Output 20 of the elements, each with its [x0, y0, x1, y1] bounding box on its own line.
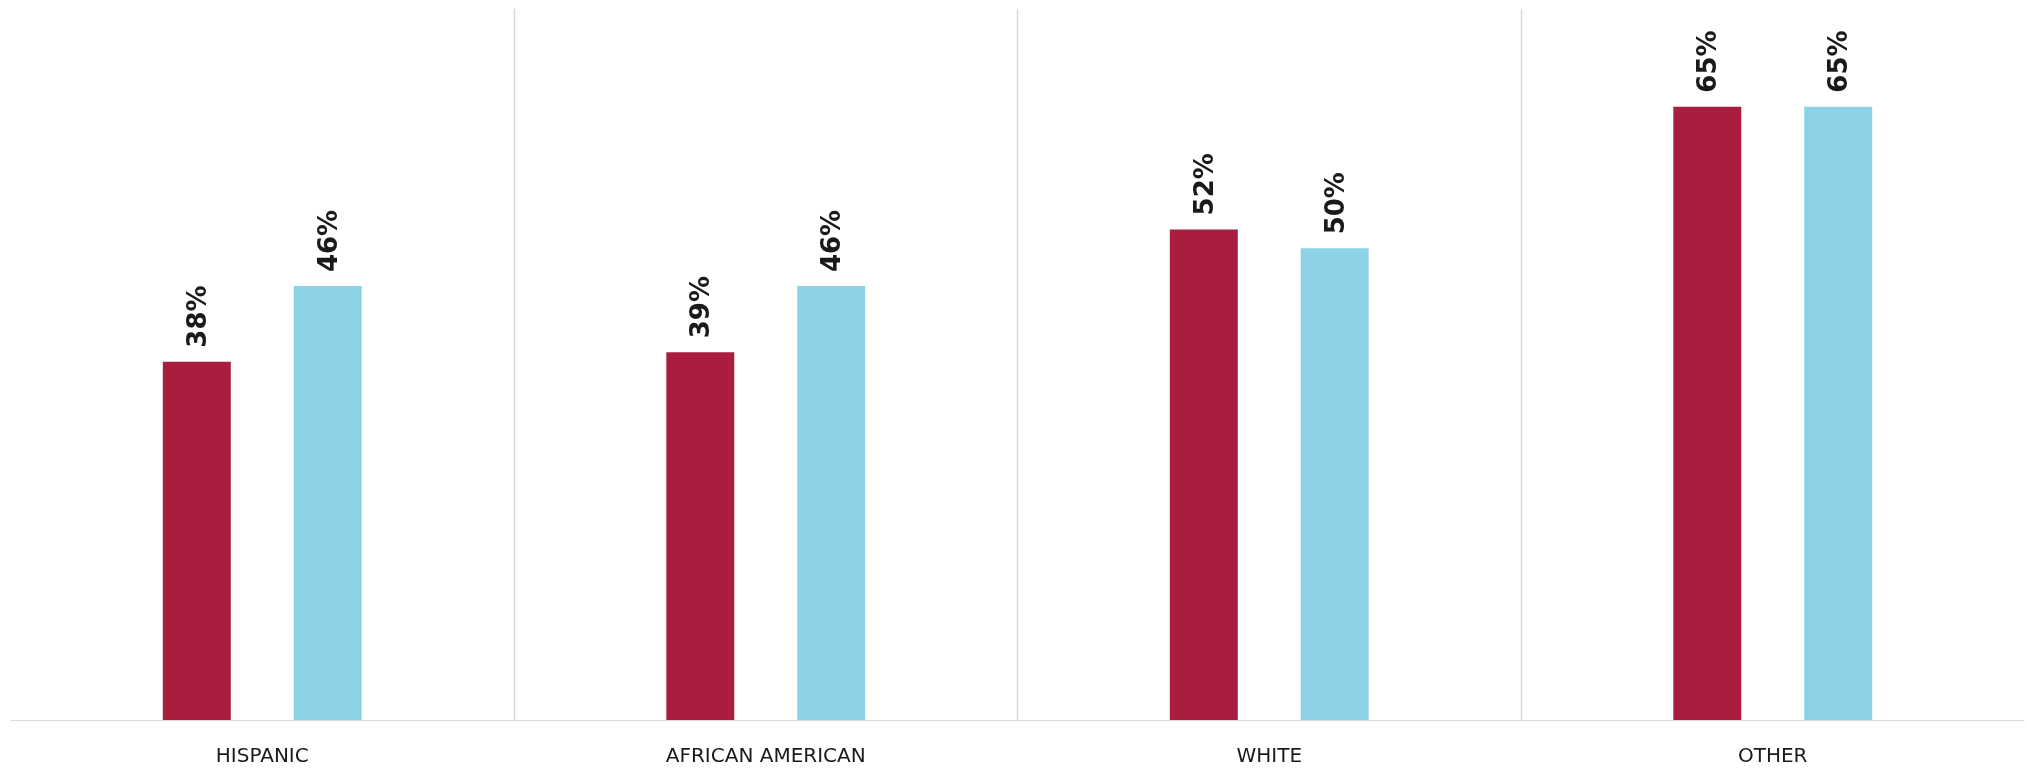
x-tick-label: WHITE	[1236, 742, 1303, 767]
data-label: 52%	[1188, 153, 1219, 216]
bar	[162, 361, 231, 721]
data-label: 46%	[816, 209, 847, 273]
data-label: 39%	[685, 275, 716, 339]
bar	[797, 286, 866, 721]
bar	[1673, 106, 1742, 721]
bar	[1300, 248, 1369, 721]
data-label: 65%	[1823, 30, 1854, 93]
x-tick-label: HISPANIC	[215, 742, 309, 767]
data-label: 65%	[1692, 30, 1723, 93]
bar	[666, 352, 735, 721]
bar	[1169, 229, 1238, 721]
bar	[293, 286, 362, 721]
data-label: 46%	[312, 209, 343, 273]
x-tick-label: OTHER	[1737, 742, 1808, 767]
bar	[1804, 106, 1873, 721]
x-tick-label: AFRICAN AMERICAN	[665, 742, 866, 767]
data-label: 38%	[181, 285, 212, 348]
data-label: 50%	[1319, 172, 1350, 235]
